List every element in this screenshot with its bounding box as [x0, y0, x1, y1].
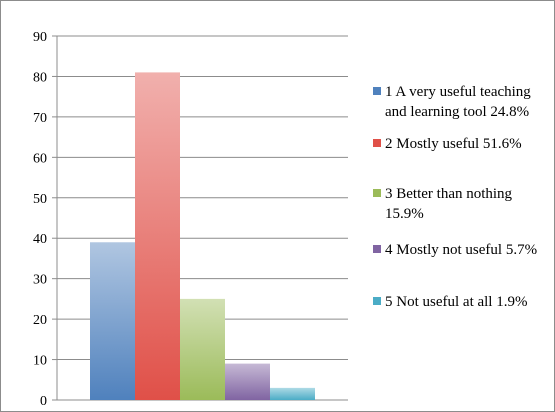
legend-label: 3 Better than nothing: [385, 186, 513, 202]
bar-3: [180, 298, 225, 400]
y-tick-label: 0: [40, 394, 47, 409]
y-tick-label: 50: [33, 192, 47, 207]
y-tick-label: 30: [33, 273, 47, 288]
bar-1: [90, 242, 135, 400]
legend-item-1: 1 A very useful teaching and learning too…: [373, 84, 531, 120]
legend-label: 1 A very useful teaching: [385, 84, 531, 100]
legend-swatch: [373, 189, 381, 197]
y-tick-label: 20: [33, 313, 47, 328]
y-tick-label: 90: [33, 30, 47, 45]
legend-item-5: 5 Not useful at all 1.9%: [373, 294, 527, 310]
y-tick-label: 80: [33, 70, 47, 85]
legend-item-4: 4 Mostly not useful 5.7%: [373, 242, 537, 258]
legend-swatch: [373, 87, 381, 95]
y-tick-label: 40: [33, 232, 47, 247]
legend-item-2: 2 Mostly useful 51.6%: [373, 136, 522, 152]
y-tick-label: 60: [33, 151, 47, 166]
bar-4: [225, 363, 270, 400]
bar-5: [270, 387, 315, 400]
legend-label: 5 Not useful at all 1.9%: [385, 294, 527, 310]
legend-item-3: 3 Better than nothing 15.9%: [373, 186, 513, 222]
y-tick-label: 70: [33, 111, 47, 126]
y-axis: 0 10 20 30 40 50 60 70 80 90: [33, 30, 348, 409]
legend-label: and learning tool 24.8%: [385, 104, 529, 120]
legend-swatch: [373, 139, 381, 147]
legend-swatch: [373, 245, 381, 253]
bar-2: [135, 72, 180, 401]
legend: 1 A very useful teaching and learning too…: [373, 84, 537, 310]
legend-label: 2 Mostly useful 51.6%: [385, 136, 522, 152]
legend-label: 4 Mostly not useful 5.7%: [385, 242, 537, 258]
legend-swatch: [373, 297, 381, 305]
legend-label: 15.9%: [385, 206, 424, 222]
bars: [90, 72, 315, 401]
y-tick-label: 10: [33, 354, 47, 369]
